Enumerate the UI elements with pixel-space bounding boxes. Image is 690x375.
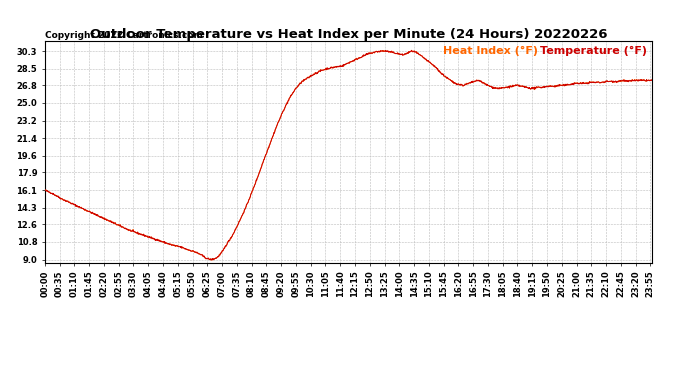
Title: Outdoor Temperature vs Heat Index per Minute (24 Hours) 20220226: Outdoor Temperature vs Heat Index per Mi… [90, 28, 607, 41]
Legend: Heat Index (°F), Temperature (°F): Heat Index (°F), Temperature (°F) [438, 42, 651, 61]
Text: Copyright 2022 Cartronics.com: Copyright 2022 Cartronics.com [45, 31, 203, 40]
